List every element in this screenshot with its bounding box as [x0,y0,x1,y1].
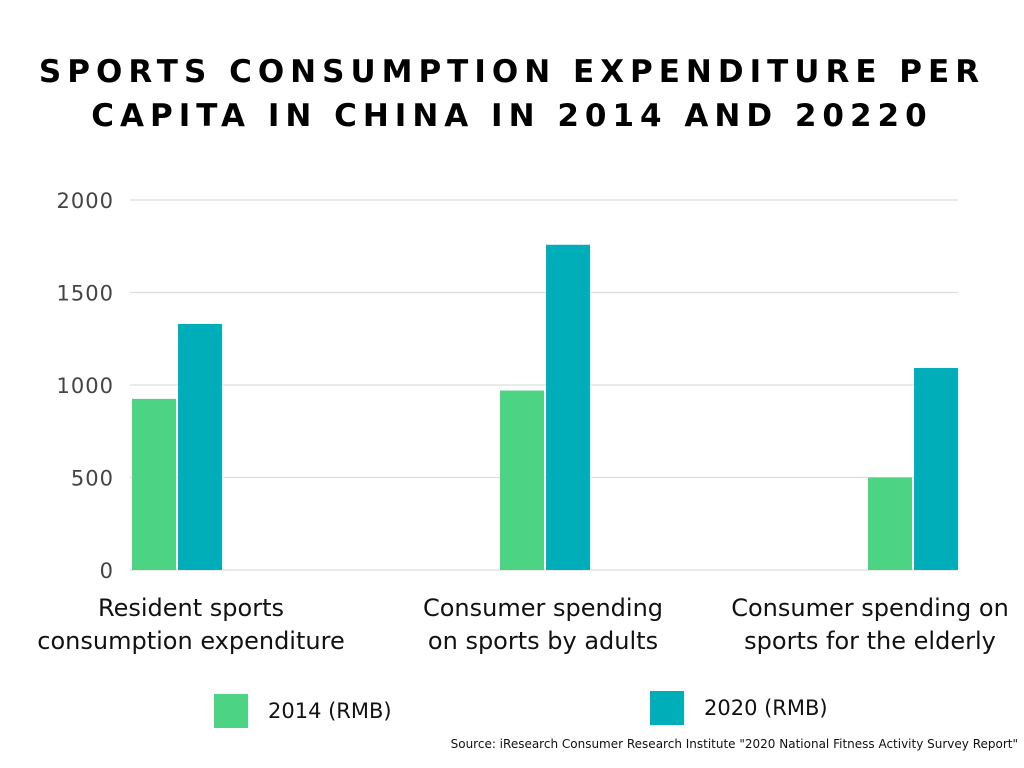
category-label-adults: Consumer spending on sports by adults [378,592,708,658]
legend-label-2014: 2014 (RMB) [268,699,392,723]
y-tick-label: 1500 [57,282,114,306]
category-label-resident: Resident sports consumption expenditure [11,592,371,658]
category-label-resident-line-1: Resident sports [98,594,284,622]
legend-label-2020: 2020 (RMB) [704,696,828,720]
category-label-adults-line-2: on sports by adults [427,627,659,655]
bar-2020-0 [178,323,222,570]
category-label-resident-line-2: consumption expenditure [37,627,345,655]
legend-swatch-2020 [650,691,684,725]
chart-title: SPORTS CONSUMPTION EXPENDITURE PER CAPIT… [0,50,1024,138]
chart-title-line-2: CAPITA IN CHINA IN 2014 AND 20220 [91,98,933,134]
chart-title-line-1: SPORTS CONSUMPTION EXPENDITURE PER [38,54,986,90]
y-tick-label: 1000 [57,374,114,398]
bar-2014-1 [500,390,544,570]
bar-2014-2 [868,477,912,570]
category-label-elderly-line-2: sports for the elderly [744,627,996,655]
y-tick-label: 500 [71,467,114,491]
category-label-elderly: Consumer spending on sports for the elde… [720,592,1020,658]
bar-2020-2 [914,367,958,570]
y-tick-label: 0 [100,559,114,583]
legend-swatch-2014 [214,694,248,728]
category-label-adults-line-1: Consumer spending [422,594,664,622]
source-note: Source: iResearch Consumer Research Inst… [450,737,1018,751]
category-label-elderly-line-1: Consumer spending on [731,594,1009,622]
bar-2014-0 [132,398,176,570]
bar-2020-1 [546,244,590,570]
y-tick-label: 2000 [57,189,114,213]
